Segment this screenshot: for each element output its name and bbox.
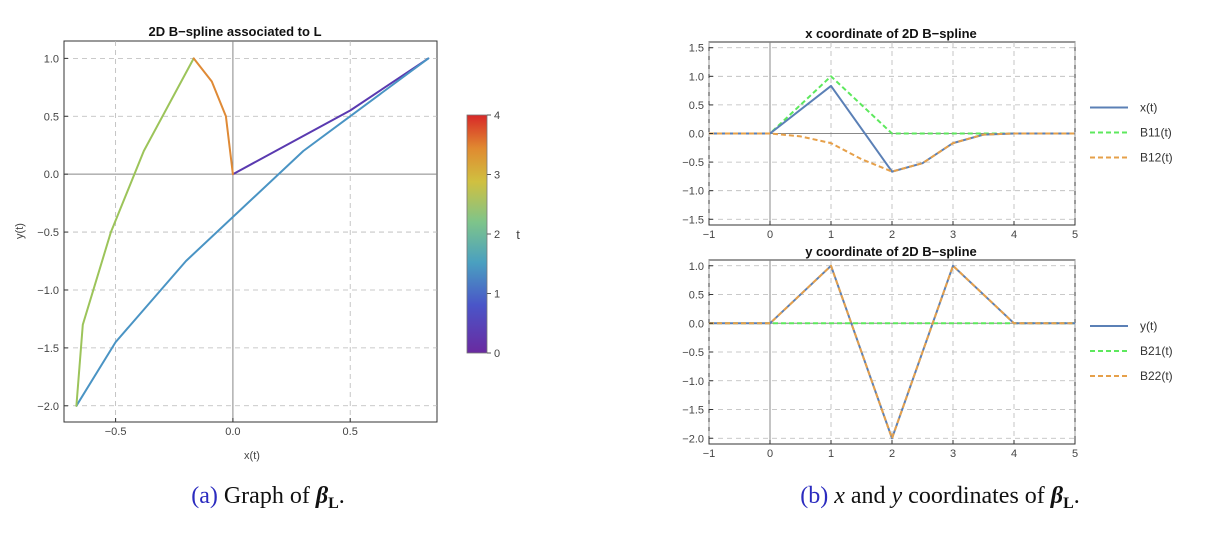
chart-c-legend-label: y(t) (1140, 319, 1157, 333)
chart-a-ylabel: y(t) (14, 223, 26, 239)
chart-b-legend: x(t) B11(t) B12(t) (1090, 101, 1173, 165)
chart-a-xtick-label: 0.0 (225, 426, 240, 438)
chart-a-ytick-label: 0.0 (44, 169, 59, 181)
chart-c-ytick-label: −1.5 (682, 405, 704, 417)
colorbar-tick-label: 1 (494, 289, 500, 301)
chart-c-ytick-label: 0.0 (689, 318, 704, 330)
curve-segment-2 (75, 57, 430, 407)
chart-a-ytick-label: −0.5 (37, 227, 59, 239)
chart-c-legend: y(t) B21(t) B22(t) (1090, 319, 1173, 383)
chart-b-xtick-label: −1 (703, 229, 716, 241)
colorbar-tick-label: 2 (494, 229, 500, 241)
chart-b-xtick-label: 5 (1072, 229, 1078, 241)
chart-c-xtick-label: 1 (828, 448, 834, 460)
chart-c-xtick-label: 5 (1072, 448, 1078, 460)
chart-a-xlabel: x(t) (244, 450, 260, 462)
chart-b-ytick-label: 1.5 (689, 43, 704, 55)
chart-b-legend-label: B12(t) (1140, 151, 1173, 165)
chart-b-xtick-label: 1 (828, 229, 834, 241)
chart-c-xtick-label: 4 (1011, 448, 1017, 460)
caption-b-subscript: L (1063, 495, 1074, 512)
caption-b-symbol: β (1050, 483, 1064, 509)
chart-c-title: y coordinate of 2D B−spline (805, 244, 977, 259)
chart-c-ytick-label: 1.0 (689, 261, 704, 273)
caption-a: (a) Graph of βL. (191, 483, 345, 512)
chart-b-ytick-label: 0.5 (689, 100, 704, 112)
caption-a-symbol: β (315, 483, 329, 509)
caption-a-subscript: L (328, 495, 339, 512)
chart-a-xtick-label: −0.5 (105, 426, 127, 438)
chart-b-legend-label: x(t) (1140, 101, 1157, 115)
chart-b-xtick-label: 2 (889, 229, 895, 241)
chart-c-ytick-label: −2.0 (682, 433, 704, 445)
caption-b-mid: and (851, 483, 886, 509)
x-coordinate-chart: x coordinate of 2D B−spline −1 0 1 2 3 4 5 1.5 1… (682, 26, 1172, 241)
curve-segment-3 (75, 57, 195, 407)
bspline-2d-chart: 2D B−spline associated to L −0.5 0.0 0.5 1.… (14, 24, 520, 462)
chart-a-ytick-label: −1.0 (37, 285, 59, 297)
chart-c-ytick-label: −0.5 (682, 347, 704, 359)
y-coordinate-chart: y coordinate of 2D B−spline −1 0 1 2 3 4 5 1.0 0… (682, 244, 1172, 460)
chart-b-ytick-label: 0.0 (689, 129, 704, 141)
chart-a-ytick-label: −2.0 (37, 401, 59, 413)
caption-b-var1: x (833, 483, 845, 509)
chart-b-series-3 (709, 132, 1075, 173)
colorbar (466, 114, 488, 354)
chart-c-xtick-label: −1 (703, 448, 716, 460)
caption-b: (b) x and y coordinates of βL. (800, 483, 1080, 512)
chart-a-ytick-label: 0.5 (44, 111, 59, 123)
caption-b-label: (b) (800, 483, 828, 509)
colorbar-tick-label: 3 (494, 170, 500, 182)
chart-b-xtick-label: 0 (767, 229, 773, 241)
chart-a-title: 2D B−spline associated to L (148, 24, 321, 39)
caption-b-text: coordinates of (908, 483, 1045, 509)
chart-b-series-1 (709, 84, 1075, 173)
chart-b-ytick-label: −1.0 (682, 186, 704, 198)
chart-c-ytick-label: 0.5 (689, 290, 704, 302)
caption-b-end: . (1074, 483, 1080, 509)
curve-segment-1 (231, 57, 430, 176)
caption-a-end: . (339, 483, 345, 509)
chart-a-frame (63, 40, 438, 423)
chart-b-xtick-label: 3 (950, 229, 956, 241)
chart-b-title: x coordinate of 2D B−spline (805, 26, 977, 41)
colorbar-label: t (516, 227, 520, 242)
chart-b-ytick-label: 1.0 (689, 71, 704, 83)
chart-a-xtick-label: 0.5 (343, 426, 358, 438)
chart-b-ytick-label: −0.5 (682, 157, 704, 169)
curve-segment-4 (192, 57, 234, 176)
chart-c-xtick-label: 0 (767, 448, 773, 460)
chart-a-ytick-label: 1.0 (44, 53, 59, 65)
chart-c-ytick-label: −1.0 (682, 376, 704, 388)
colorbar-tick-label: 0 (494, 348, 500, 360)
chart-c-xtick-label: 2 (889, 448, 895, 460)
caption-a-text: Graph of (224, 483, 310, 509)
chart-b-legend-label: B11(t) (1140, 126, 1172, 140)
chart-a-ytick-label: −1.5 (37, 343, 59, 355)
chart-c-legend-label: B21(t) (1140, 344, 1173, 358)
caption-a-label: (a) (191, 483, 218, 509)
chart-b-xtick-label: 4 (1011, 229, 1017, 241)
chart-c-legend-label: B22(t) (1140, 369, 1173, 383)
caption-b-var2: y (890, 483, 903, 509)
colorbar-tick-label: 4 (494, 110, 500, 122)
chart-b-ytick-label: −1.5 (682, 214, 704, 226)
chart-c-xtick-label: 3 (950, 448, 956, 460)
chart-c-series-3 (709, 264, 1075, 440)
